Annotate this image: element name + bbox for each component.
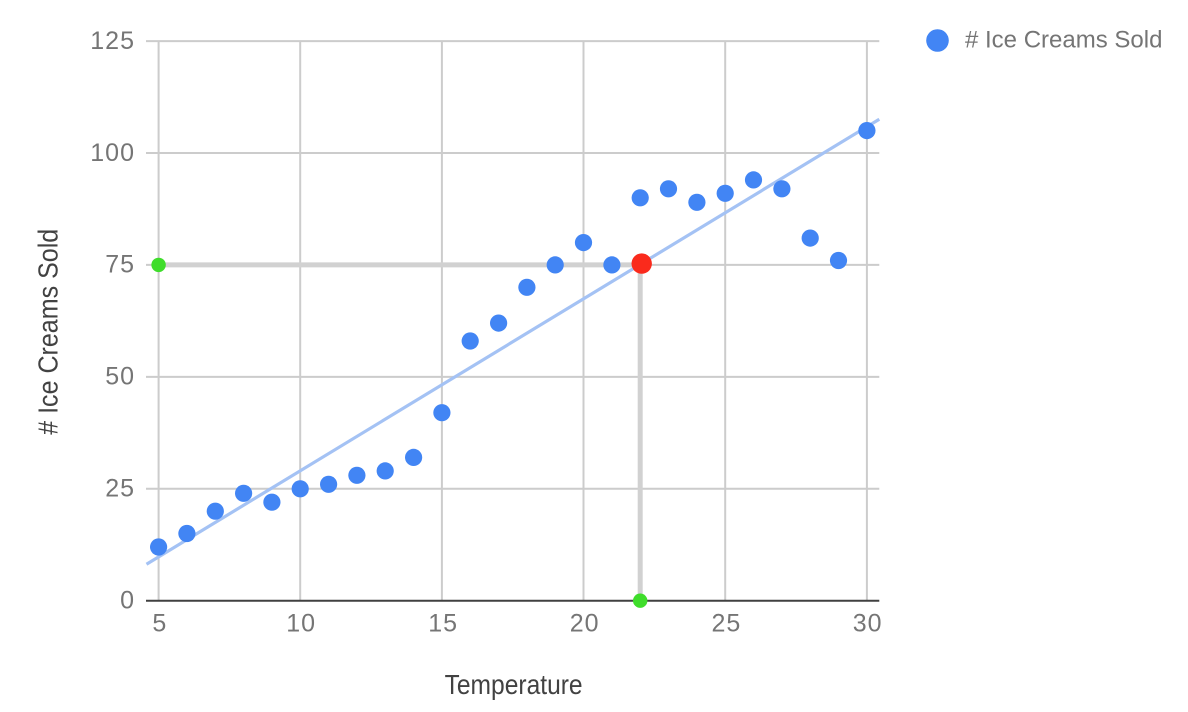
svg-text:125: 125 (90, 27, 135, 55)
svg-text:30: 30 (853, 610, 883, 638)
svg-text:50: 50 (105, 363, 135, 391)
svg-text:0: 0 (120, 587, 135, 615)
svg-text:75: 75 (105, 251, 135, 279)
svg-text:Temperature: Temperature (445, 669, 583, 700)
svg-text:15: 15 (428, 610, 458, 638)
svg-text:100: 100 (90, 139, 135, 167)
svg-text:20: 20 (570, 610, 600, 638)
svg-text:25: 25 (105, 475, 135, 503)
svg-text:25: 25 (711, 610, 741, 638)
svg-text:10: 10 (286, 610, 316, 638)
svg-text:# Ice Creams Sold: # Ice Creams Sold (33, 229, 64, 435)
svg-text:5: 5 (152, 610, 167, 638)
svg-text:# Ice Creams Sold: # Ice Creams Sold (965, 27, 1162, 54)
